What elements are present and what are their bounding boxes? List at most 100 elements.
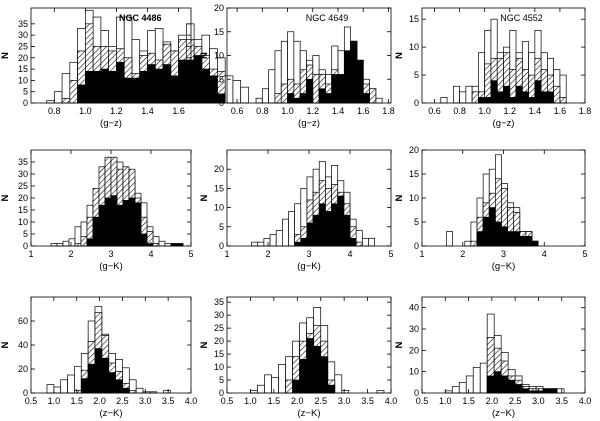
bar-outline-3 [60, 379, 68, 394]
panel-3: 0.6 0.8 1.0 1.2 1.4 1.6 1.8 0 5 10 15 (g−z) N NGC 455… [394, 7, 591, 129]
bar-solid-15 [528, 97, 536, 104]
x-tick-label: 1.8 [382, 106, 395, 116]
bar-solid-11 [98, 204, 106, 247]
bar-solid-8 [299, 93, 307, 104]
bar-solid-11 [115, 379, 123, 394]
bar-outline-5 [62, 240, 70, 247]
bar-hatched-4 [274, 93, 282, 104]
y-tick-label: 5 [414, 70, 419, 80]
x-tick-label: 1 [28, 249, 33, 259]
bar-hatched-5 [470, 240, 478, 247]
y-axis-label: N [394, 341, 405, 348]
bar-solid-20 [193, 55, 203, 104]
y-tick-label: 35 [214, 297, 224, 307]
x-tick-label: 3.0 [139, 396, 152, 406]
x-tick-label: 2.0 [486, 396, 499, 406]
x-tick-label: 3.0 [532, 396, 545, 406]
bar-solid-16 [549, 388, 558, 394]
bar-solid-13 [325, 211, 332, 247]
x-tick-label: 1.5 [268, 396, 281, 406]
y-tick-label: 0 [23, 98, 28, 108]
y-tick-label: 5 [219, 375, 224, 385]
bar-solid-15 [343, 50, 351, 104]
x-tick-label: 1.5 [70, 396, 83, 406]
bar-solid-13 [515, 85, 523, 104]
y-tick-label: 5 [23, 87, 28, 97]
x-tick-label: 2.5 [314, 396, 327, 406]
y-tick-label: 0 [414, 241, 419, 251]
y-tick-label: 30 [18, 169, 28, 179]
bar-solid-16 [534, 80, 542, 104]
x-tick-label: 5 [188, 249, 193, 259]
bar-solid-11 [503, 85, 511, 104]
x-tick-label: 0.5 [25, 396, 38, 406]
y-tick-label: 0 [219, 241, 224, 251]
bar-solid-8 [94, 348, 103, 394]
bar-outline-6 [479, 362, 488, 394]
bar-hatched-3 [61, 98, 71, 104]
series-solid [287, 40, 370, 104]
plot-frame [421, 7, 586, 104]
y-tick-label: 10 [18, 217, 28, 227]
panel-title: NGC 4649 [306, 13, 349, 23]
y-tick-label: 10 [214, 51, 224, 61]
bar-outline-24 [224, 75, 234, 104]
x-tick-label: 1.6 [172, 106, 185, 116]
bar-solid-10 [501, 226, 508, 247]
bar-solid-14 [147, 64, 156, 104]
y-tick-label: 30 [18, 30, 28, 40]
x-axis-label: (z−K) [298, 408, 321, 419]
x-tick-label: 5 [388, 249, 393, 259]
panel-4: 1 2 3 4 5 0 5 10 15 20 25 30 35 (g−K) N [0, 149, 194, 272]
x-tick-label: 0.6 [231, 106, 244, 116]
bar-solid-10 [313, 345, 322, 394]
y-tick-label: 0 [414, 388, 419, 398]
bar-solid-13 [519, 236, 527, 247]
bar-solid-6 [287, 93, 295, 104]
x-axis-label: (g−z) [493, 118, 515, 129]
series-solid [478, 80, 555, 104]
x-tick-label: 0.8 [48, 106, 61, 116]
x-axis-label: (g−K) [297, 261, 321, 272]
y-axis-label: N [0, 52, 11, 59]
bar-solid-6 [80, 378, 89, 394]
y-tick-label: 15 [18, 205, 28, 215]
bar-outline-3 [452, 85, 460, 104]
y-tick-label: 20 [214, 164, 224, 174]
x-tick-label: 2.5 [116, 396, 129, 406]
y-tick-label: 20 [18, 364, 28, 374]
bar-hatched-19 [553, 85, 561, 104]
y-tick-label: 30 [409, 324, 419, 334]
x-axis-label: (g−K) [99, 261, 123, 272]
y-tick-label: 60 [18, 316, 28, 326]
bar-solid-11 [312, 214, 320, 247]
x-tick-label: 1.0 [48, 396, 61, 406]
y-tick-label: 5 [414, 217, 419, 227]
y-axis-label: N [0, 341, 11, 348]
y-tick-label: 15 [214, 349, 224, 359]
x-tick-label: 1.0 [478, 106, 491, 116]
y-tick-label: 25 [18, 181, 28, 191]
bar-hatched-8 [80, 236, 88, 247]
y-tick-label: 5 [219, 74, 224, 84]
bar-outline-3 [264, 374, 272, 394]
bar-outline-5 [74, 366, 82, 394]
y-tick-label: 20 [409, 145, 419, 155]
bar-solid-16 [343, 214, 351, 247]
bar-solid-9 [300, 237, 308, 247]
bar-solid-10 [496, 91, 504, 104]
y-axis-label: N [0, 194, 11, 201]
bar-solid-17 [349, 237, 357, 247]
bar-solid-12 [318, 203, 326, 247]
bar-solid-10 [116, 61, 125, 104]
y-tick-label: 40 [18, 340, 28, 350]
bar-solid-10 [108, 372, 116, 394]
bar-outline-1 [251, 241, 259, 247]
bar-solid-13 [139, 70, 148, 104]
bar-solid-9 [306, 338, 315, 394]
bar-solid-12 [104, 197, 112, 247]
bar-solid-15 [337, 195, 345, 247]
bar-outline-7 [74, 226, 82, 247]
